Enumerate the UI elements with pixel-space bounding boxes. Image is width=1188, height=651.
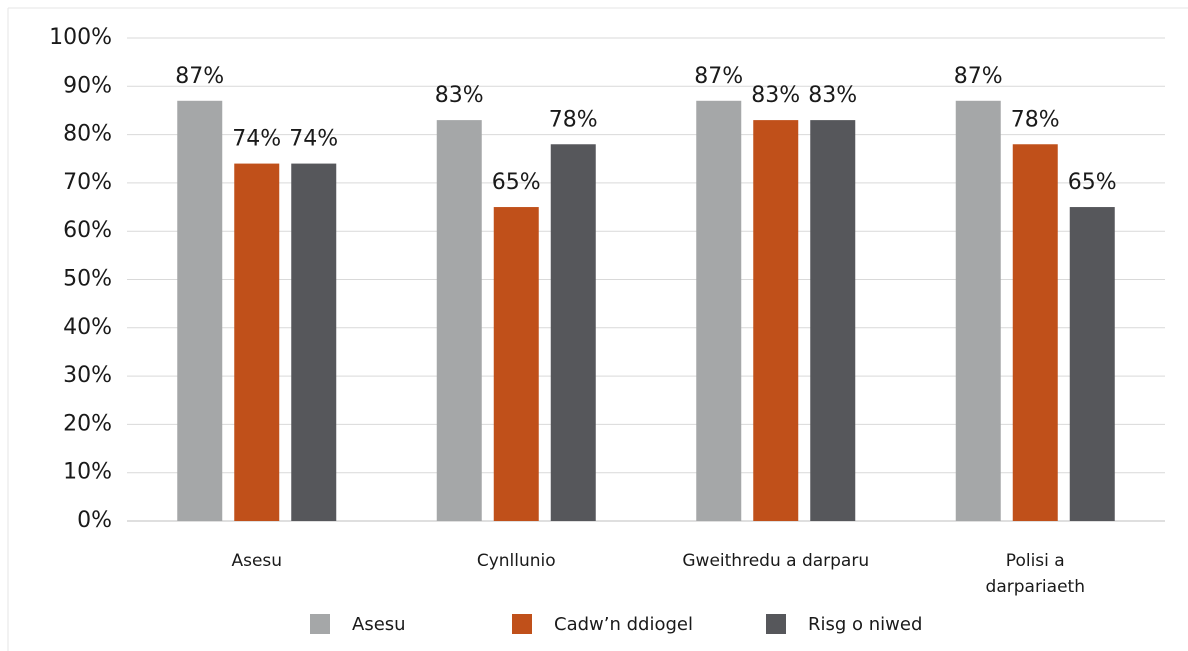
bar xyxy=(753,120,799,522)
value-label: 65% xyxy=(1068,170,1117,195)
value-label: 78% xyxy=(549,107,598,132)
value-label: 74% xyxy=(232,127,281,152)
bar xyxy=(1012,144,1058,521)
value-label: 65% xyxy=(492,170,541,195)
y-tick-label: 100% xyxy=(49,25,112,50)
legend-swatch xyxy=(310,614,330,634)
legend-swatch xyxy=(766,614,786,634)
y-tick-label: 80% xyxy=(63,122,112,147)
y-tick-label: 10% xyxy=(63,460,112,485)
x-tick-label: Cynllunio xyxy=(476,551,556,571)
bar xyxy=(550,144,596,521)
value-label: 87% xyxy=(954,64,1003,89)
x-tick-label: Gweithredu a darparu xyxy=(682,551,870,571)
x-tick-label: Asesu xyxy=(231,551,283,571)
legend-label: Cadw’n ddiogel xyxy=(554,614,693,635)
y-tick-label: 40% xyxy=(63,315,112,340)
y-tick-label: 30% xyxy=(63,363,112,388)
y-tick-label: 60% xyxy=(63,218,112,243)
legend-label: Asesu xyxy=(352,614,406,635)
legend-label: Risg o niwed xyxy=(808,614,922,635)
bar xyxy=(234,163,280,521)
bar xyxy=(955,100,1001,521)
legend-swatch xyxy=(512,614,532,634)
value-label: 87% xyxy=(694,64,743,89)
bar xyxy=(1069,207,1115,522)
bar xyxy=(696,100,742,521)
value-label: 78% xyxy=(1011,107,1060,132)
x-tick-label: Polisi a darpariaeth xyxy=(985,551,1085,597)
value-label: 74% xyxy=(289,127,338,152)
bar xyxy=(493,207,539,522)
bar xyxy=(177,100,223,521)
bar xyxy=(291,163,337,521)
y-tick-label: 70% xyxy=(63,170,112,195)
bar xyxy=(810,120,856,522)
value-label: 83% xyxy=(751,83,800,108)
y-tick-label: 50% xyxy=(63,267,112,292)
value-label: 83% xyxy=(808,83,857,108)
y-tick-label: 0% xyxy=(77,508,112,533)
bar xyxy=(436,120,482,522)
value-label: 87% xyxy=(175,64,224,89)
y-tick-label: 90% xyxy=(63,73,112,98)
value-label: 83% xyxy=(435,83,484,108)
y-tick-label: 20% xyxy=(63,411,112,436)
